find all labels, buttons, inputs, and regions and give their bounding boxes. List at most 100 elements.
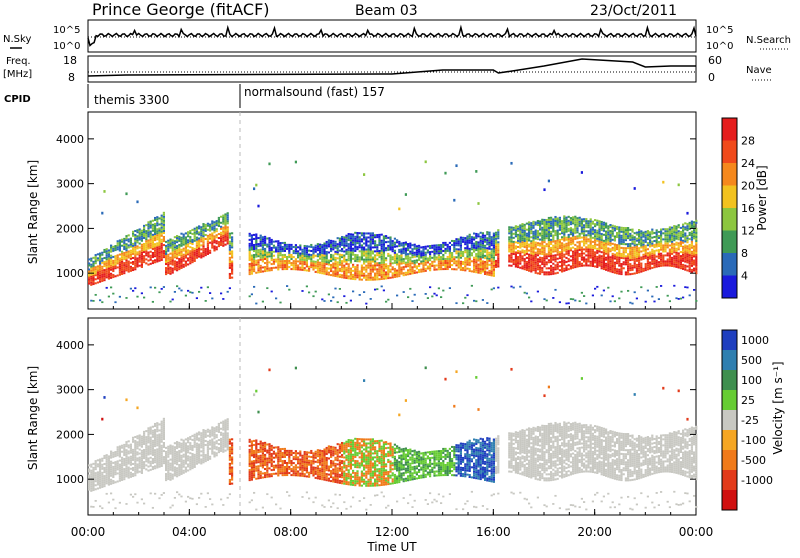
power-cell [260, 241, 262, 243]
power-cell [548, 231, 550, 233]
power-cell [634, 244, 636, 246]
power-cell [356, 274, 358, 276]
power-cell [403, 252, 405, 254]
power-cell [101, 268, 103, 270]
power-cell [449, 287, 451, 289]
power-cell [266, 254, 268, 256]
power-cell [97, 277, 99, 279]
power-cell [561, 260, 563, 262]
power-cell [528, 270, 530, 272]
power-cell [458, 248, 460, 250]
velocity-cell [108, 478, 110, 480]
power-cell [304, 257, 306, 259]
power-cell [627, 255, 629, 257]
power-cell [636, 246, 638, 248]
power-cell [266, 287, 268, 289]
power-cell [576, 219, 578, 221]
power-cell [260, 235, 262, 237]
power-cell [154, 233, 156, 235]
power-cell [491, 254, 493, 256]
power-cell [343, 271, 345, 273]
power-cell [92, 300, 94, 302]
power-cell [165, 251, 167, 253]
power-cell [227, 240, 229, 242]
power-cell [574, 236, 576, 238]
velocity-cell [141, 498, 143, 500]
power-cell [550, 231, 552, 233]
power-cell [486, 263, 488, 265]
velocity-cell [130, 494, 132, 496]
power-cell [528, 235, 530, 237]
power-cell [557, 246, 559, 248]
power-cell [453, 268, 455, 270]
power-cell [266, 264, 268, 266]
power-cell [125, 239, 127, 241]
power-cell [394, 270, 396, 272]
power-cell [260, 259, 262, 261]
power-cell [154, 247, 156, 249]
power-cell [510, 265, 512, 267]
power-cell [295, 266, 297, 268]
power-cell [618, 234, 620, 236]
power-cell [154, 251, 156, 253]
power-cell [576, 237, 578, 239]
power-cell [607, 260, 609, 262]
power-cell [594, 225, 596, 227]
power-cell [563, 256, 565, 258]
power-cell [407, 269, 409, 271]
power-cell [128, 269, 130, 271]
power-cell [675, 248, 677, 250]
power-cell [88, 279, 90, 281]
power-cell [253, 258, 255, 260]
power-cell [524, 250, 526, 252]
power-cell [367, 232, 369, 234]
power-cell [495, 242, 497, 244]
power-cell [583, 261, 585, 263]
power-cell [645, 233, 647, 235]
power-cell [647, 230, 649, 232]
power-cell [603, 240, 605, 242]
power-cell [268, 251, 270, 253]
velocity-cell [99, 479, 101, 481]
power-cell [574, 228, 576, 230]
power-cell [414, 246, 416, 248]
power-cell [515, 225, 517, 227]
velocity-cell [125, 461, 127, 463]
power-cell [101, 266, 103, 268]
power-cell [178, 266, 180, 268]
power-cell [684, 228, 686, 230]
power-cell [152, 262, 154, 264]
power-cell [495, 240, 497, 242]
power-cell [684, 269, 686, 271]
power-cell [92, 281, 94, 283]
velocity-cell [112, 480, 114, 482]
power-cell [689, 254, 691, 256]
power-cell [686, 251, 688, 253]
power-cell [519, 251, 521, 253]
power-cell [367, 257, 369, 259]
power-cell [667, 236, 669, 238]
power-cell [524, 230, 526, 232]
power-cell [488, 254, 490, 256]
power-cell [596, 258, 598, 260]
power-cell [350, 257, 352, 259]
power-cell [312, 269, 314, 271]
power-cell [682, 242, 684, 244]
power-cell [306, 245, 308, 247]
power-cell [392, 256, 394, 258]
power-cell [473, 247, 475, 249]
power-cell [526, 269, 528, 271]
power-cell [312, 254, 314, 256]
power-cell [684, 255, 686, 257]
power-cell [251, 238, 253, 240]
velocity-cell [110, 451, 112, 453]
power-cell [686, 259, 688, 261]
power-cell [469, 264, 471, 266]
power-cell [315, 255, 317, 257]
power-cell [385, 277, 387, 279]
power-cell [337, 267, 339, 269]
power-cell [222, 229, 224, 231]
velocity-cell [97, 471, 99, 473]
power-cell [416, 271, 418, 273]
power-cell [532, 237, 534, 239]
